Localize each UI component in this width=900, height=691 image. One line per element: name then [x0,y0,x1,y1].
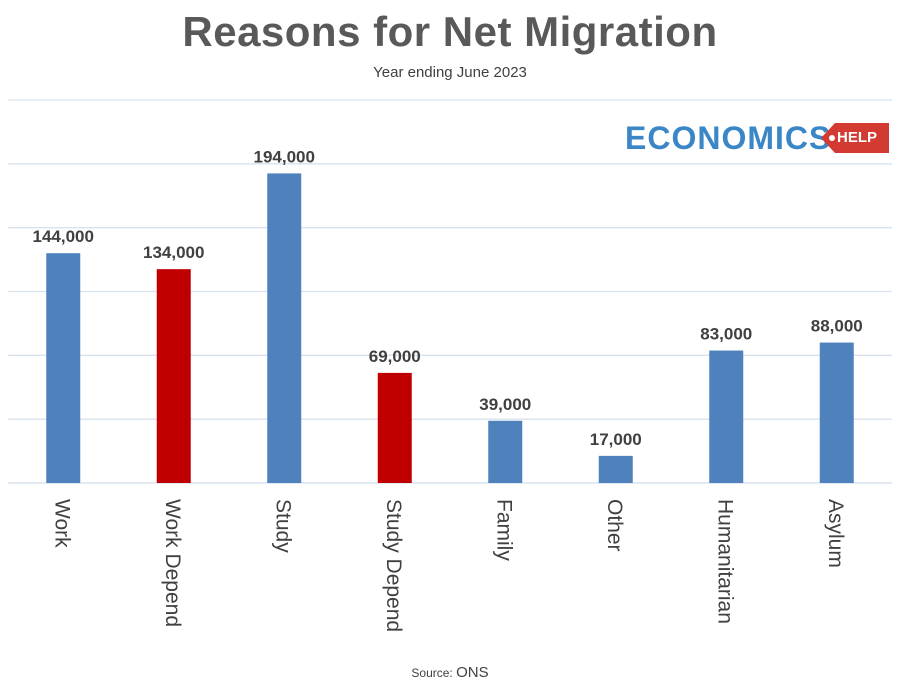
data-label: 17,000 [590,430,642,449]
data-label: 88,000 [811,317,863,336]
data-label: 69,000 [369,347,421,366]
source-note: Source: ONS [0,664,900,681]
x-tick-label: Work Depend [161,499,184,627]
logo-tag-text: HELP [836,129,877,146]
bar-work-depend [156,269,191,483]
x-tick-label: Other [603,499,626,552]
bar-humanitarian [709,350,744,483]
bar-other [598,455,633,483]
bar-study-depend [377,372,412,483]
x-tick-label: Family [492,499,515,561]
logo-tag-icon: HELP [821,123,889,153]
x-tick-label: Work [50,499,73,548]
source-label: Source: [411,666,453,680]
data-label: 144,000 [33,227,94,246]
bar-study [267,173,302,484]
data-label: 39,000 [479,395,531,414]
economics-help-logo: ECONOMICS HELP [625,118,895,160]
data-label: 134,000 [143,243,204,262]
x-tick-label: Asylum [824,499,847,568]
bar-asylum [819,342,854,483]
x-tick-label: Humanitarian [713,499,736,624]
bar-work [46,253,81,483]
chart-title: Reasons for Net Migration [182,8,718,55]
logo-word: ECONOMICS [625,120,832,156]
bar-family [488,420,523,483]
data-label: 83,000 [700,325,752,344]
chart-subtitle: Year ending June 2023 [373,64,527,81]
data-label: 194,000 [254,147,315,166]
source-value: ONS [456,664,489,681]
x-tick-label: Study Depend [382,499,405,632]
x-tick-label: Study [271,499,294,553]
